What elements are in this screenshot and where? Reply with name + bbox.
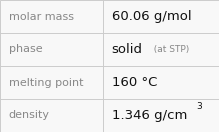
Text: melting point: melting point [9, 77, 83, 88]
Text: solid: solid [112, 43, 143, 56]
Text: 60.06 g/mol: 60.06 g/mol [112, 10, 191, 23]
Text: phase: phase [9, 44, 42, 55]
Text: 160 °C: 160 °C [112, 76, 157, 89]
Text: density: density [9, 110, 50, 121]
Text: molar mass: molar mass [9, 11, 74, 22]
Text: 3: 3 [196, 102, 202, 111]
Text: 1.346 g/cm: 1.346 g/cm [112, 109, 187, 122]
Text: (at STP): (at STP) [148, 45, 189, 54]
